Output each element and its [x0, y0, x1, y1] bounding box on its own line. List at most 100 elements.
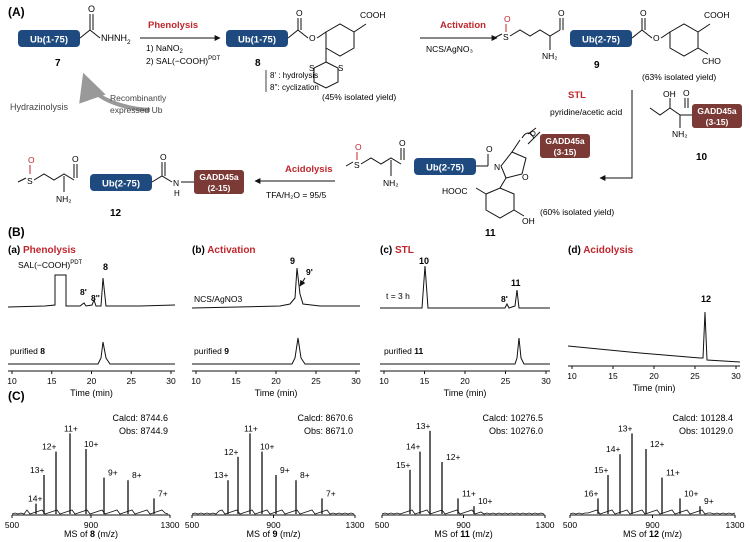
ub-label-8: Ub(1-75) — [238, 35, 276, 46]
svg-text:purified 9: purified 9 — [194, 346, 229, 356]
chrom-tick-label: 30 — [166, 376, 176, 386]
stl-title: STL — [568, 90, 586, 101]
ms-xlabel: MS of 8 (m/z) — [64, 529, 118, 539]
time-label: t = 3 h — [386, 291, 410, 301]
purified-c-num: 11 — [414, 346, 423, 356]
s-12: S — [27, 176, 33, 186]
panel-d-title: Acidolysis — [583, 245, 633, 256]
label-10: 10 — [696, 152, 708, 163]
ub-label-11: Ub(2-75) — [426, 163, 464, 174]
svg-text:2) SAL(−COOH)PDT: 2) SAL(−COOH)PDT — [146, 56, 220, 66]
gadd-12-l1: GADD45a — [199, 172, 238, 182]
ms-calcd: Calcd: 10128.4 — [672, 413, 733, 423]
svg-text:(c) STL: (c) STL — [380, 245, 414, 256]
chrom-xlabel: Time (min) — [70, 388, 113, 398]
compound-8: Ub(1-75) O O COOH S S 8 8' : hydrolysis 8… — [226, 8, 396, 102]
ms-charge-label: 7+ — [158, 488, 168, 498]
hydrazide-sub: 2 — [127, 39, 131, 46]
ub-label-9: Ub(2-75) — [582, 35, 620, 46]
label-12: 12 — [110, 208, 122, 219]
chrom-tick-label: 30 — [731, 371, 741, 381]
chrom-xlabel: Time (min) — [444, 388, 487, 398]
ms-charge-label: 12+ — [446, 452, 460, 462]
compound-12: O S NH₂ O Ub(2-75) O N H GADD45a (2-15) … — [17, 152, 244, 219]
yield-11: (60% isolated yield) — [540, 207, 614, 217]
phen-step2-sup: PDT — [208, 56, 220, 62]
purified-a-label: purified — [10, 346, 40, 356]
chrom-tick-label: 25 — [311, 376, 321, 386]
ms-charge-label: 13+ — [618, 423, 632, 433]
svg-text:purified 8: purified 8 — [10, 346, 45, 356]
compound-10: OH NH₂ O GADD45a (3-15) 10 — [649, 88, 742, 163]
ms-xlabel: MS of 11 (m/z) — [434, 529, 493, 539]
purified-b-num: 9 — [224, 346, 229, 356]
n-12: N — [173, 178, 179, 188]
n-11: N — [494, 162, 500, 172]
svg-text:purified 11: purified 11 — [384, 346, 424, 356]
oh-11: OH — [522, 216, 535, 226]
stl-arrow — [599, 90, 633, 181]
chrom-tick-label: 25 — [690, 371, 700, 381]
nh2-11: NH₂ — [383, 178, 399, 188]
ncs-label: NCS/AgNO3 — [194, 294, 242, 304]
chrom-tick-label: 10 — [191, 376, 201, 386]
chrom-tick-label: 15 — [231, 376, 241, 386]
activation-reagents: NCS/AgNO₃ — [426, 44, 473, 54]
ms-tick-label: 900 — [84, 520, 98, 530]
phenolysis-title: Phenolysis — [148, 20, 198, 31]
chrom-d-trace — [567, 311, 741, 363]
svg-text:(a) Phenolysis: (a) Phenolysis — [8, 245, 76, 256]
ub-label-7: Ub(1-75) — [30, 35, 68, 46]
sal-label: SAL(−COOH) — [18, 260, 70, 270]
ms-panel-4: 16+ 15+ 14+ 13+ 12+ 11+ 10+ 9+ 500 900 1300 Calcd: … — [563, 413, 745, 539]
ms-baseline — [191, 509, 355, 515]
hydrazinolysis-label: Hydrazinolysis — [10, 102, 69, 112]
purified-c-label: purified — [384, 346, 414, 356]
ms-charge-label: 16+ — [584, 488, 598, 498]
ms-tick-label: 500 — [185, 520, 199, 530]
acidolysis-title: Acidolysis — [285, 164, 333, 175]
chrom-panel-d: (d) Acidolysis 12 — [567, 245, 741, 367]
section-b-label: (B) — [8, 225, 25, 239]
svg-text:O: O — [296, 8, 303, 18]
ms-tick-label: 900 — [645, 520, 659, 530]
chrom-tick-label: 30 — [541, 376, 551, 386]
svg-text:O: O — [558, 8, 565, 18]
ms-charge-label: 14+ — [28, 494, 42, 504]
ms-charge-label: 15+ — [396, 460, 410, 470]
svg-text:O: O — [522, 172, 529, 182]
ms-obs: Obs: 8744.9 — [119, 426, 168, 436]
ms-xlabel: MS of 12 (m/z) — [623, 529, 682, 539]
ms-panel-2: 13+ 12+ 11+10+ 9+ 8+ 7+ 500 900 1300 Calcd: 8670.… — [185, 413, 365, 539]
ms-baseline — [11, 509, 169, 515]
svg-text:O: O — [399, 138, 406, 148]
nh2-12: NH₂ — [56, 194, 72, 204]
gadd-11-l1: GADD45a — [545, 136, 584, 146]
label-9: 9 — [594, 60, 600, 71]
nh2-9: NH₂ — [542, 51, 558, 61]
ms-charge-label: 7+ — [326, 488, 336, 498]
s-9: S — [503, 32, 509, 42]
compound-11: O S NH₂ O Ub(2-75) O N O O GADD45a (3-15… — [345, 127, 614, 239]
peak-8: 8 — [103, 262, 108, 272]
panel-d-tag: (d) — [568, 245, 581, 256]
chrom-tick-label: 20 — [460, 376, 470, 386]
ms-charge-label: 9+ — [280, 465, 290, 475]
ms-charge-label: 10+ — [84, 439, 98, 449]
label-7: 7 — [55, 58, 61, 69]
svg-text:(b) Activation: (b) Activation — [192, 245, 256, 256]
ms-tick-label: 1300 — [346, 520, 365, 530]
gadd-11-l2: (3-15) — [554, 147, 577, 157]
ms-baseline — [381, 509, 545, 515]
chrom-axes: 10 15 20 25 30 Time (min) 10 15 20 25 30 Time (min)… — [7, 366, 741, 398]
hooc-11: HOOC — [442, 186, 468, 196]
ub-label-12: Ub(2-75) — [102, 179, 140, 190]
ms-calcd: Calcd: 8744.6 — [112, 413, 168, 423]
chrom-a-top-trace — [7, 274, 176, 308]
chrom-panel-c: (c) STL 10 11 8' t = 3 h purified 11 — [380, 245, 550, 372]
peak-11: 11 — [511, 278, 521, 288]
oh-10: OH — [663, 89, 676, 99]
chrom-tick-label: 10 — [567, 371, 577, 381]
ub-box-12 — [90, 174, 152, 191]
